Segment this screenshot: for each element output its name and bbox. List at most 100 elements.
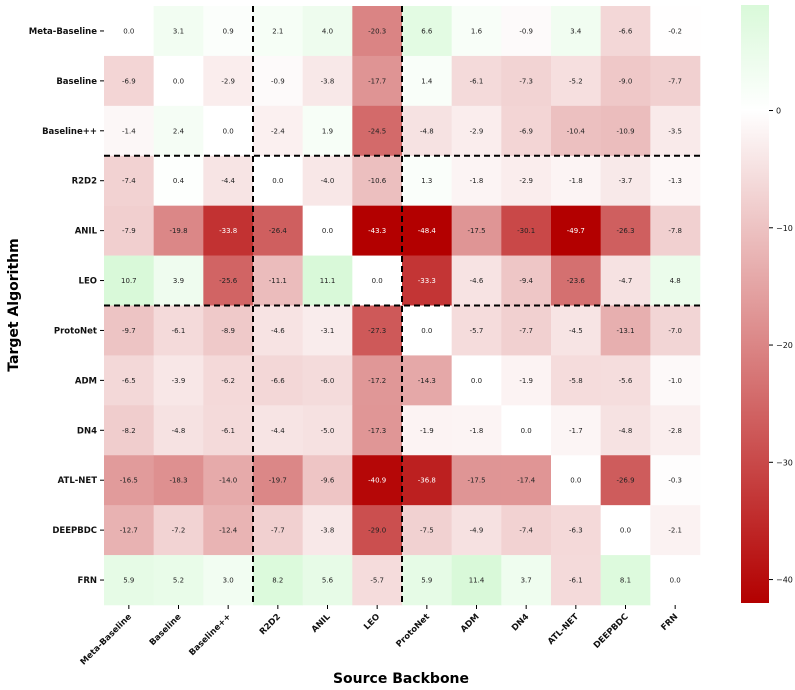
heatmap-cell [451, 505, 502, 556]
cell-value-label: -6.5 [122, 377, 136, 385]
heatmap-cell [501, 105, 552, 157]
x-tick-label: ATL-NET [546, 612, 581, 647]
x-tick-label: DN4 [510, 612, 531, 633]
cell-value-label: -6.2 [221, 377, 235, 385]
heatmap-cells [104, 6, 701, 606]
colorbar-tick-label: −40 [776, 576, 793, 585]
heatmap-cell [451, 355, 502, 406]
heatmap-cell [402, 155, 452, 206]
cell-value-label: -1.4 [122, 127, 136, 135]
cell-value-label: -6.1 [470, 77, 484, 85]
heatmap-cell [104, 405, 154, 456]
y-tick-label: R2D2 [72, 177, 98, 187]
heatmap-cell [253, 555, 303, 606]
cell-value-label: 0.0 [521, 427, 532, 435]
heatmap-cell [302, 6, 353, 57]
heatmap-cell [402, 105, 452, 157]
heatmap-cell [650, 405, 701, 456]
cell-value-label: 11.4 [469, 577, 485, 585]
heatmap-cell [253, 405, 303, 456]
cell-value-label: -49.7 [567, 227, 585, 235]
cell-value-label: 11.1 [320, 277, 336, 285]
heatmap-cell [104, 505, 154, 556]
cell-value-label: 2.4 [173, 127, 185, 135]
heatmap-cell [451, 6, 502, 57]
cell-value-label: 4.0 [322, 27, 333, 35]
heatmap-cell [451, 155, 502, 206]
heatmap-cell [551, 555, 601, 606]
cell-value-label: -3.9 [172, 377, 186, 385]
cell-value-label: -3.5 [668, 127, 682, 135]
heatmap-cell [451, 55, 502, 107]
x-tick-label: FRN [659, 612, 680, 633]
heatmap-cell [104, 305, 154, 356]
cell-value-label: 0.0 [570, 477, 581, 485]
cell-value-label: -19.7 [269, 477, 287, 485]
cell-value-label: -29.0 [368, 527, 386, 535]
heatmap-cell [153, 6, 204, 57]
heatmap-cell [352, 305, 403, 356]
heatmap-cell [153, 155, 204, 206]
heatmap-cell [104, 55, 154, 107]
heatmap-cell [501, 6, 552, 57]
heatmap-cell [650, 455, 701, 506]
heatmap-cell [302, 505, 353, 556]
heatmap-cell [352, 405, 403, 456]
heatmap-cell [551, 305, 601, 356]
cell-value-label: -2.9 [470, 127, 484, 135]
heatmap-cell [253, 505, 303, 556]
y-tick-label: Baseline++ [42, 127, 97, 137]
heatmap-cell [600, 155, 651, 206]
heatmap-cell [600, 305, 651, 356]
heatmap-cell [650, 205, 701, 256]
heatmap-cell [302, 105, 353, 157]
cell-value-label: -0.9 [519, 27, 533, 35]
cell-value-label: -0.9 [271, 77, 285, 85]
heatmap-cell [551, 105, 601, 157]
cell-value-label: -1.3 [668, 177, 682, 185]
cell-value-label: -12.4 [219, 527, 238, 535]
cell-value-label: -7.7 [519, 327, 533, 335]
cell-value-label: -6.3 [569, 527, 583, 535]
heatmap-cell [650, 305, 701, 356]
heatmap-cell [501, 155, 552, 206]
cell-value-label: -1.8 [470, 177, 484, 185]
heatmap-cell [203, 6, 254, 57]
cell-value-label: -4.0 [321, 177, 335, 185]
cell-value-label: 0.0 [421, 327, 432, 335]
heatmap-cell [650, 555, 701, 606]
heatmap-cell [501, 555, 552, 606]
cell-value-label: -17.5 [467, 477, 485, 485]
cell-value-label: 4.8 [670, 277, 681, 285]
y-tick-label: LEO [79, 277, 97, 287]
heatmap-cell [104, 105, 154, 157]
heatmap-cell [253, 255, 303, 306]
heatmap-cell [302, 455, 353, 506]
heatmap-cell [203, 505, 254, 556]
cell-value-label: -33.3 [418, 277, 436, 285]
heatmap-cell [352, 455, 403, 506]
heatmap-cell [402, 355, 452, 406]
cell-value-label: -1.8 [470, 427, 484, 435]
cell-value-label: -11.1 [269, 277, 287, 285]
heatmap-cell [153, 105, 204, 157]
heatmap-cell [600, 505, 651, 556]
cell-value-label: -7.3 [519, 77, 533, 85]
heatmap-cell [451, 205, 502, 256]
cell-value-label: -4.8 [420, 127, 434, 135]
cell-value-label: -9.0 [619, 77, 633, 85]
cell-value-label: -17.5 [467, 227, 485, 235]
cell-value-label: 3.4 [570, 27, 582, 35]
heatmap-cell [203, 355, 254, 406]
heatmap-cell [451, 305, 502, 356]
heatmap-cell [600, 6, 651, 57]
y-tick-label: ProtoNet [54, 326, 97, 336]
heatmap-cell [551, 55, 601, 107]
x-tick-label: R2D2 [258, 612, 283, 637]
cell-value-label: -9.4 [519, 277, 533, 285]
cell-value-label: 3.0 [223, 577, 234, 585]
heatmap-cell [352, 105, 403, 157]
cell-value-label: -0.2 [668, 27, 682, 35]
cell-value-label: -4.6 [271, 327, 285, 335]
cell-value-label: 2.1 [272, 27, 283, 35]
